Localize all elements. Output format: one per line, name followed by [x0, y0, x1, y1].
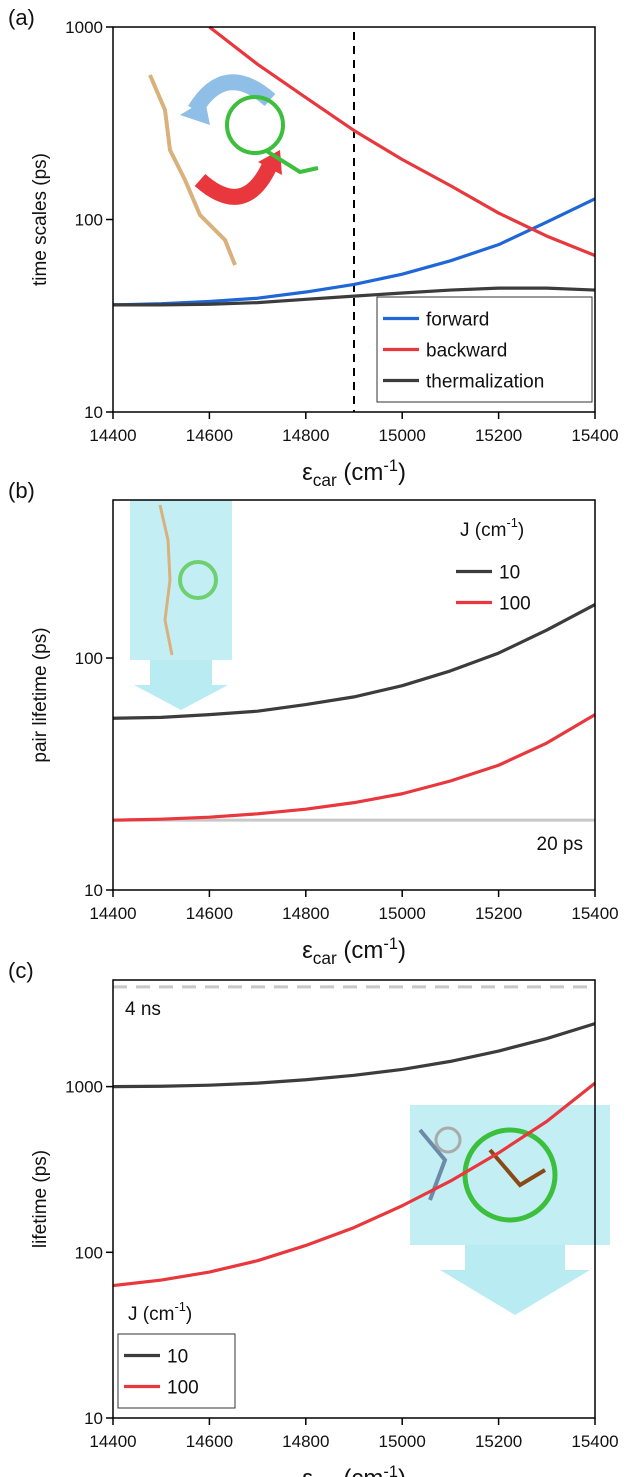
legend-title-part: ): [518, 520, 524, 541]
x-axis-label-part: -1: [383, 457, 398, 475]
x-axis-label-part: car: [313, 470, 337, 490]
x-axis-label-part: ): [398, 1465, 406, 1477]
y-tick-label: 100: [75, 649, 103, 668]
x-axis-label-part: car: [313, 948, 337, 968]
y-tick-label: 1000: [65, 18, 103, 37]
x-tick-label: 15000: [379, 1432, 426, 1451]
legend-label: thermalization: [426, 372, 544, 393]
x-tick-label: 15400: [571, 1432, 618, 1451]
x-axis-label-part: (cm: [337, 1465, 384, 1477]
y-axis-label: pair lifetime (ps): [30, 627, 51, 762]
y-tick-label: 1000: [65, 1078, 103, 1097]
series-line: [113, 286, 596, 307]
panel-label: (b): [8, 478, 35, 503]
legend-label: 10: [499, 563, 520, 584]
x-tick-label: 14600: [186, 426, 233, 445]
reference-label: 4 ns: [125, 999, 161, 1020]
y-tick-label: 10: [84, 881, 103, 900]
x-axis-label-part: ε: [302, 459, 313, 486]
panel-label: (a): [8, 5, 35, 30]
legend-label: backward: [426, 341, 507, 362]
y-tick-label: 100: [75, 1243, 103, 1262]
x-axis-label-part: ε: [302, 1465, 313, 1477]
y-tick-label: 100: [75, 211, 103, 230]
x-axis-label-part: ε: [302, 937, 313, 964]
x-axis-label: εcar (cm-1): [302, 935, 406, 968]
x-tick-label: 14600: [186, 904, 233, 923]
x-tick-label: 15200: [475, 904, 522, 923]
x-axis-label-part: (cm: [337, 459, 384, 486]
series-line: [112, 603, 596, 720]
x-axis-label-part: -1: [383, 1463, 398, 1477]
inset-c: [410, 1105, 610, 1315]
x-tick-label: 14400: [89, 904, 136, 923]
x-axis-label: εcar (cm-1): [302, 1463, 406, 1477]
x-axis-label-part: ): [398, 459, 406, 486]
x-tick-label: 15000: [379, 904, 426, 923]
legend-title-part: J (cm: [460, 520, 506, 541]
y-tick-label: 10: [84, 403, 103, 422]
x-axis-label-part: ): [398, 937, 406, 964]
x-tick-label: 14800: [282, 426, 329, 445]
legend-label: 10: [167, 1347, 188, 1368]
y-axis-label: lifetime (ps): [30, 1150, 51, 1248]
legend-frame: [117, 1333, 236, 1409]
plot-frame: [112, 979, 596, 1419]
x-tick-label: 15400: [571, 426, 618, 445]
x-tick-label: 15200: [475, 426, 522, 445]
legend-label: forward: [426, 310, 489, 331]
series-line: [208, 25, 596, 257]
y-axis-label: time scales (ps): [30, 153, 51, 286]
inset-b: [130, 500, 232, 710]
x-tick-label: 15400: [571, 904, 618, 923]
series-line: [112, 1022, 596, 1089]
legend-label: 100: [167, 1378, 199, 1399]
legend-label: 100: [499, 594, 531, 615]
x-tick-label: 14400: [89, 426, 136, 445]
series-line: [112, 713, 596, 822]
plot-frame: [112, 499, 596, 891]
x-tick-label: 14600: [186, 1432, 233, 1451]
x-tick-label: 14400: [89, 1432, 136, 1451]
inset-a: [148, 74, 319, 266]
x-tick-label: 15000: [379, 426, 426, 445]
series-line: [112, 1081, 596, 1288]
legend-title-part: -1: [174, 1299, 185, 1314]
series-line: [112, 197, 596, 307]
legend-title: J (cm-1): [128, 1299, 192, 1325]
legend-title-part: ): [186, 1304, 192, 1325]
legend-title-part: -1: [506, 515, 517, 530]
x-axis-label-part: (cm: [337, 937, 384, 964]
legend-title-part: J (cm: [128, 1304, 174, 1325]
x-tick-label: 14800: [282, 1432, 329, 1451]
y-tick-label: 10: [84, 1409, 103, 1428]
panel-label: (c): [8, 958, 34, 983]
legend-title: J (cm-1): [460, 515, 524, 541]
x-axis-label: εcar (cm-1): [302, 457, 406, 490]
reference-label: 20 ps: [537, 834, 583, 855]
x-tick-label: 15200: [475, 1432, 522, 1451]
x-tick-label: 14800: [282, 904, 329, 923]
x-axis-label-part: -1: [383, 935, 398, 953]
